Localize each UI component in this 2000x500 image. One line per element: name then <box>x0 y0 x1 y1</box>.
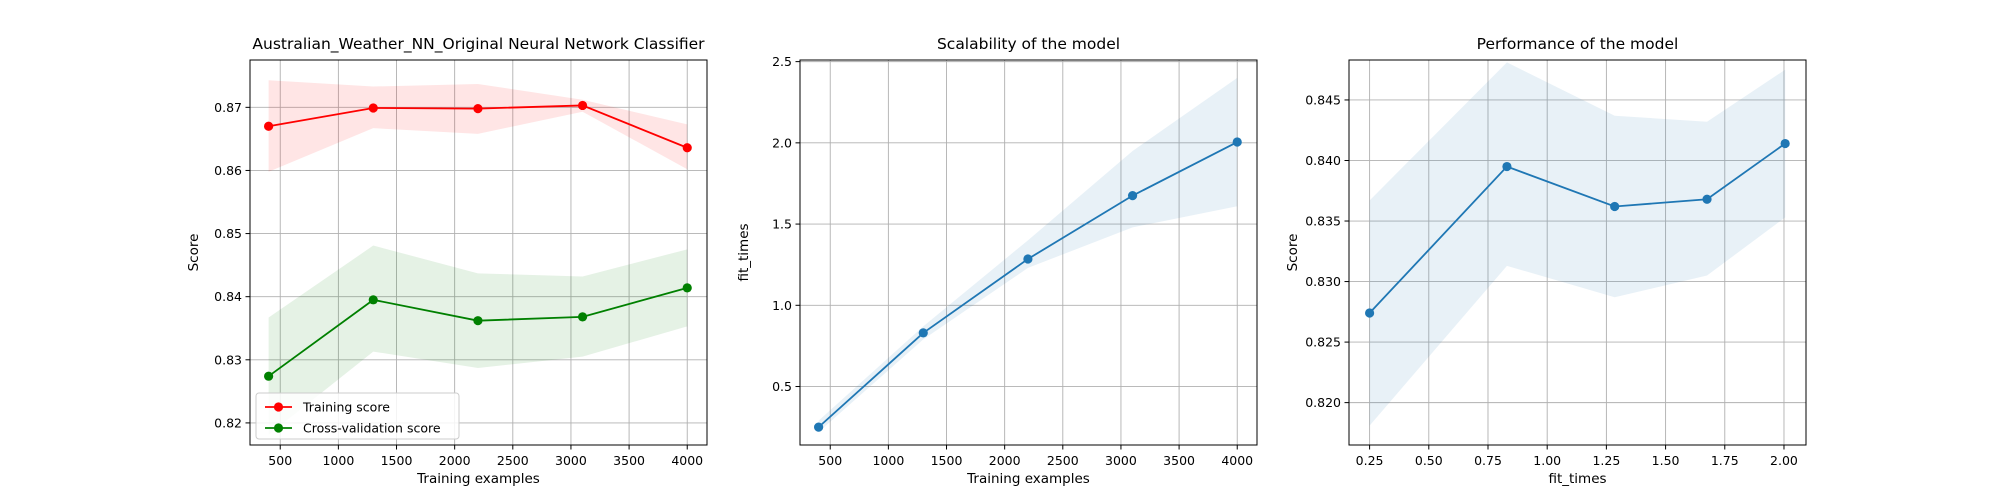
x-tick-label: 0.75 <box>1474 453 1502 468</box>
data-point <box>814 422 824 432</box>
y-tick-label: 0.5 <box>772 379 792 394</box>
axes-frame <box>249 59 708 446</box>
data-point <box>368 103 378 113</box>
y-tick-label: 1.5 <box>772 217 792 232</box>
x-tick-label: 2500 <box>497 453 529 468</box>
x-tick-label: 500 <box>268 453 292 468</box>
x-tick-label: 3500 <box>613 453 645 468</box>
chart-panel-1: 500 1000 1500 2000 2500 3000 3500 4000 0.82 0.83 0… <box>186 35 708 487</box>
y-tick-label: 0.87 <box>214 100 242 115</box>
data-point <box>1610 201 1620 212</box>
x-tick-label: 2.00 <box>1770 453 1798 468</box>
y-axis-label: Score <box>186 234 202 272</box>
confidence-band-1 <box>1369 62 1786 426</box>
x-axis-label: fit_times <box>1548 471 1606 487</box>
y-tick-label: 0.845 <box>1305 92 1341 107</box>
data-point <box>1232 137 1242 147</box>
data-point <box>473 103 483 114</box>
x-tick-label: 1500 <box>931 453 963 468</box>
x-tick-label: 1.00 <box>1533 453 1561 468</box>
x-tick-label: 0.25 <box>1356 453 1384 468</box>
data-point <box>368 295 378 305</box>
y-tick-label: 0.820 <box>1305 395 1341 410</box>
y-tick-label: 2.0 <box>772 135 792 150</box>
data-point <box>577 312 588 322</box>
chart-panel-3: 0.25 0.50 0.75 1.00 1.25 1.50 1.75 2.00 0.820 0.8… <box>1285 35 1807 487</box>
x-tick-label: 500 <box>818 453 842 468</box>
x-tick-label: 1500 <box>381 453 413 468</box>
data-point <box>1365 308 1375 318</box>
y-tick-label: 0.83 <box>214 352 242 367</box>
data-point <box>1780 138 1790 149</box>
x-tick-label: 1.25 <box>1592 453 1620 468</box>
y-tick-label: 0.835 <box>1305 214 1341 229</box>
confidence-band-2 <box>268 245 688 435</box>
x-tick-label: 4000 <box>1221 453 1253 468</box>
axes-frame <box>799 59 1258 446</box>
legend-marker <box>273 423 284 433</box>
chart-title: Australian_Weather_NN_Original Neural Ne… <box>252 35 705 54</box>
y-tick-label: 0.82 <box>214 415 242 430</box>
y-axis-label: fit_times <box>736 223 752 281</box>
legend-label: Cross-validation score <box>303 421 441 436</box>
data-point <box>682 283 692 293</box>
x-tick-label: 3000 <box>555 453 587 468</box>
legend-box <box>255 392 460 440</box>
x-tick-label: 1000 <box>872 453 904 468</box>
x-tick-label: 1000 <box>322 453 354 468</box>
y-tick-label: 0.86 <box>214 163 242 178</box>
x-tick-label: 2000 <box>439 453 471 468</box>
x-axis-label: Training examples <box>966 471 1090 487</box>
y-tick-label: 0.825 <box>1305 335 1341 350</box>
data-point <box>918 328 928 338</box>
data-point <box>682 143 692 153</box>
chart-title: Scalability of the model <box>937 35 1120 53</box>
x-tick-label: 4000 <box>671 453 703 468</box>
data-point <box>1023 254 1033 264</box>
y-tick-label: 1.0 <box>772 298 792 313</box>
legend-marker <box>273 402 284 412</box>
data-point <box>264 121 274 131</box>
data-point <box>577 100 588 111</box>
data-point <box>1502 161 1512 172</box>
x-tick-label: 2500 <box>1047 453 1079 468</box>
y-tick-label: 2.5 <box>772 54 792 69</box>
data-point <box>1127 191 1138 201</box>
axes-frame <box>1348 59 1807 446</box>
chart-title: Performance of the model <box>1477 35 1679 53</box>
legend: Training score Cross-validation score <box>255 392 460 440</box>
y-tick-label: 0.84 <box>214 289 242 304</box>
x-tick-label: 1.50 <box>1652 453 1680 468</box>
data-point <box>473 316 483 326</box>
x-axis-label: Training examples <box>416 471 540 487</box>
x-tick-label: 2000 <box>989 453 1021 468</box>
x-tick-label: 3000 <box>1105 453 1137 468</box>
data-point <box>264 371 274 381</box>
data-point <box>1702 194 1712 204</box>
x-tick-label: 1.75 <box>1711 453 1739 468</box>
y-tick-label: 0.840 <box>1305 153 1341 168</box>
x-tick-label: 3500 <box>1163 453 1195 468</box>
chart-panel-2: 500 1000 1500 2000 2500 3000 3500 4000 0.5 1.0 1.5… <box>736 35 1258 487</box>
y-tick-label: 0.85 <box>214 226 242 241</box>
y-tick-label: 0.830 <box>1305 274 1341 289</box>
x-tick-label: 0.50 <box>1415 453 1443 468</box>
y-axis-label: Score <box>1285 234 1301 272</box>
legend-label: Training score <box>302 400 390 415</box>
